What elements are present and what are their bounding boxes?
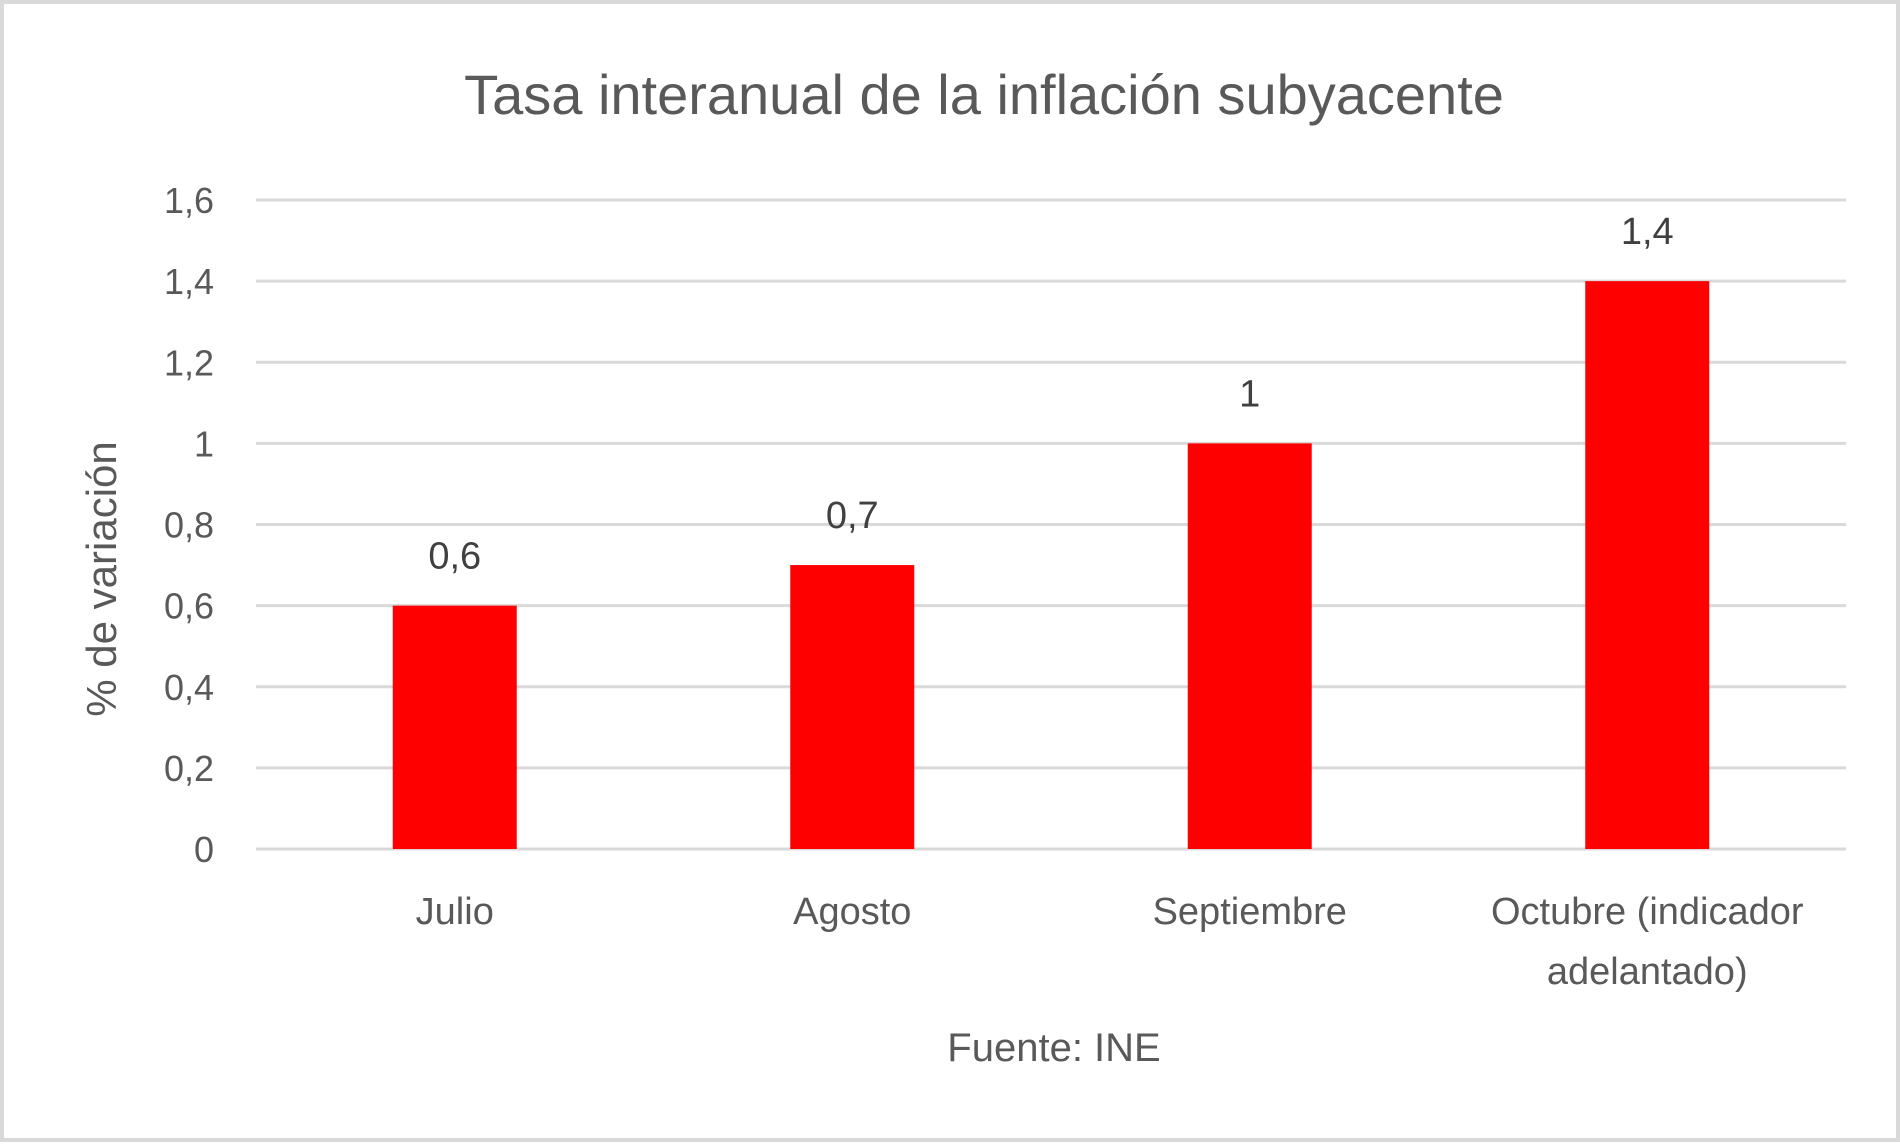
y-tick-label: 0,8 [164, 505, 214, 546]
data-label: 1 [1239, 373, 1260, 415]
x-axis-label: Fuente: INE [947, 1026, 1160, 1070]
bar [1585, 281, 1710, 849]
y-tick-label: 0 [194, 829, 214, 870]
y-tick-label: 1 [194, 423, 214, 464]
data-label: 0,7 [826, 495, 879, 537]
x-tick-label: Julio [416, 891, 494, 933]
bar [790, 565, 915, 849]
y-tick-label: 1,6 [164, 180, 214, 221]
gridlines [256, 198, 1846, 851]
y-tick-label: 1,2 [164, 342, 214, 383]
chart-svg: Tasa interanual de la inflación subyacen… [78, 63, 1846, 1070]
x-tick-label: Agosto [793, 891, 911, 933]
x-tick-label: Octubre (indicador adelantado) [1491, 891, 1804, 993]
y-tick-label: 0,6 [164, 586, 214, 627]
x-tick-label: Septiembre [1153, 891, 1347, 933]
y-tick-label: 1,4 [164, 261, 214, 302]
bars [392, 281, 1710, 849]
bar [1187, 443, 1312, 849]
y-tick-label: 0,2 [164, 748, 214, 789]
x-axis-categories: Julio Agosto Septiembre Octubre (indicador a… [416, 891, 1804, 993]
data-label: 1,4 [1621, 211, 1674, 253]
y-axis-label: % de variación [78, 441, 125, 716]
chart-title: Tasa interanual de la inflación subyacen… [464, 63, 1504, 126]
bar [392, 605, 517, 849]
data-labels: 0,6 0,7 1 1,4 [428, 211, 1673, 578]
y-axis-ticks: 0 0,2 0,4 0,6 0,8 1 1,2 1,4 1,6 [164, 180, 214, 870]
y-tick-label: 0,4 [164, 667, 214, 708]
data-label: 0,6 [428, 536, 481, 578]
